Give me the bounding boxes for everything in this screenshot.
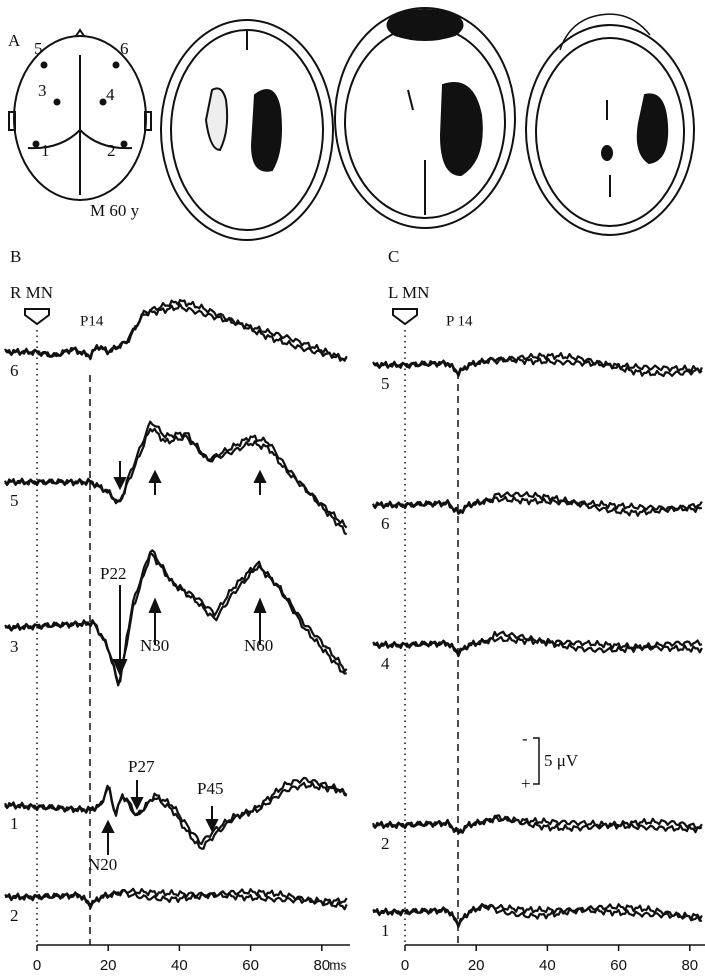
electrode-label: 2 — [107, 141, 116, 160]
trace — [372, 814, 703, 834]
panel-label: A — [8, 31, 21, 50]
trace — [4, 551, 347, 687]
marker-lines — [36, 330, 705, 946]
caption: M 60 y — [90, 201, 140, 220]
annotation: P45 — [197, 779, 223, 798]
trace-label: 4 — [381, 654, 390, 673]
annotation: N20 — [88, 855, 117, 874]
x-unit: ms — [329, 957, 347, 973]
trace — [4, 888, 348, 911]
trace-label: 2 — [10, 906, 19, 925]
annotation: P27 — [128, 757, 155, 776]
scale-minus: - — [522, 729, 528, 748]
annotation: P14 — [80, 313, 104, 329]
x-tick-label: 0 — [33, 957, 41, 974]
stimulus-arrow — [24, 308, 418, 326]
trace — [4, 549, 348, 685]
trace-label: 1 — [381, 921, 390, 940]
trace — [4, 303, 348, 362]
stimulus-label: L MN — [388, 283, 429, 302]
trace-label: 3 — [10, 637, 19, 656]
panel-label: C — [388, 247, 399, 266]
trace — [4, 298, 348, 362]
trace — [4, 420, 348, 529]
electrode-label: 1 — [41, 141, 50, 160]
trace — [372, 355, 703, 376]
x-tick-label: 20 — [468, 957, 485, 974]
trace — [372, 352, 703, 378]
scale-bar — [533, 737, 540, 785]
trace-label: 5 — [10, 491, 19, 510]
electrode-dots — [32, 61, 128, 148]
trace-label: 2 — [381, 834, 390, 853]
x-tick-label: 20 — [100, 957, 117, 974]
electrode-label: 3 — [38, 81, 47, 100]
head-schematic — [8, 28, 152, 201]
trace-label: 6 — [10, 361, 19, 380]
trace — [4, 781, 348, 846]
trace-label: 1 — [10, 814, 19, 833]
x-tick-label: 40 — [539, 957, 556, 974]
trace-label: 6 — [381, 514, 390, 533]
electrode-label: 4 — [106, 85, 115, 104]
annotation: P 14 — [446, 313, 473, 329]
annotation: N60 — [244, 636, 273, 655]
trace — [3, 776, 348, 850]
scale-plus: + — [521, 774, 531, 793]
x-tick-label: 40 — [171, 957, 188, 974]
scale-label: 5 μV — [544, 751, 579, 770]
trace — [4, 427, 348, 536]
annotation: P22 — [100, 564, 126, 583]
x-tick-label: 80 — [313, 957, 330, 974]
stimulus-label: R MN — [10, 283, 53, 302]
trace — [372, 903, 702, 929]
panel-label: B — [10, 247, 21, 266]
annotation-arrows — [101, 461, 267, 855]
trace — [372, 630, 703, 658]
trace-label: 5 — [381, 374, 390, 393]
x-tick-label: 60 — [242, 957, 259, 974]
annotation: N30 — [140, 636, 169, 655]
electrode-label: 5 — [34, 39, 43, 58]
electrode-label: 6 — [120, 39, 129, 58]
brain-slices — [160, 7, 695, 241]
x-tick-label: 60 — [610, 957, 627, 974]
trace — [4, 887, 348, 909]
x-tick-label: 80 — [681, 957, 698, 974]
trace — [372, 491, 703, 517]
x-tick-label: 0 — [401, 957, 409, 974]
trace — [372, 903, 703, 928]
